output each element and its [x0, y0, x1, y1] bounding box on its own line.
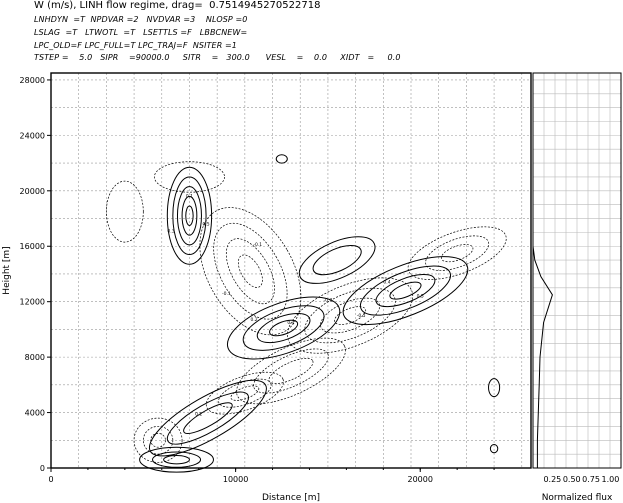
x-axis-label: Distance [m]: [262, 493, 320, 503]
contour-positive: [375, 274, 436, 308]
flux-profile-line: [532, 73, 553, 468]
contour-label: 0.4: [287, 320, 294, 326]
contour-positive: [166, 391, 249, 445]
grid-lines: [51, 73, 621, 468]
contour-negative: [106, 180, 144, 243]
contour-negative: [133, 417, 183, 463]
contour-positive: [488, 378, 501, 398]
y-tick-label: 4000: [25, 409, 45, 418]
contour-positive: [163, 455, 190, 465]
contour-positive: [389, 281, 422, 300]
x-tick-label: 20000: [408, 475, 433, 484]
contour-negative: [150, 433, 166, 448]
contour-negative: [334, 306, 367, 325]
y-axis-label: Height [m]: [2, 246, 12, 294]
contour-negative: [253, 348, 329, 394]
contour-positive: [185, 205, 194, 226]
contour-positive: [269, 319, 299, 337]
contour-negative: [237, 254, 263, 288]
side-panel-label: Normalized flux: [542, 493, 613, 503]
param-line-2: LSLAG =T LTWOTL =T LSETTLS =F LBBCNEW=: [34, 28, 248, 37]
contour-positive: [176, 186, 202, 246]
contour-positive: [172, 176, 207, 256]
y-tick-label: 24000: [20, 131, 45, 140]
contour-negative: [320, 297, 380, 334]
contour-negative: [230, 385, 260, 401]
contour-positive: [242, 305, 325, 351]
side-frame: [532, 72, 622, 469]
contour-positive: [298, 236, 376, 284]
contour-positive: [359, 265, 451, 316]
contour-labels: 0.1 0.3 0.5 0.2 0.4 0.4 0.5 -0.1 -0.3 -0.5 0.2 -0.1: [167, 194, 424, 418]
contour-label: -0.3: [324, 298, 333, 304]
axis-ticks: 0 10000 20000 0 4000 8000 12000 16000 20000 24000…: [20, 76, 495, 484]
contour-negative: [213, 222, 288, 320]
param-line-4: TSTEP = 5.0 SIPR =90000.0 SITR = 300.0 V…: [34, 53, 401, 62]
contour-positive: [183, 402, 233, 434]
contour-label: 0.2: [195, 411, 202, 417]
contour-positive: [139, 446, 214, 473]
main-plot-frame: [50, 72, 532, 469]
side-tick-label: 0.25: [543, 475, 561, 484]
contour-label: 0.4: [383, 280, 390, 286]
param-line-1: LNHDYN =T NPDVAR =2 NVDVAR =3 NLOSP =0: [34, 15, 248, 24]
x-tick-label: 0: [48, 475, 53, 484]
side-tick-label: 0.75: [582, 475, 600, 484]
contour-negative: [268, 357, 314, 384]
contour-label: 0.5: [417, 294, 424, 300]
contour-label: -0.1: [222, 291, 231, 297]
contour-negative: [154, 161, 225, 193]
y-tick-label: 8000: [25, 353, 45, 362]
contour-label: 0.1: [186, 194, 193, 200]
contour-positive: [312, 245, 362, 276]
flux-side-panel: 0.25 0.50 0.75 1.00: [532, 72, 622, 484]
contour-negative: [142, 426, 174, 455]
contour-positive: [342, 256, 469, 326]
contour-label: -0.5: [357, 313, 366, 319]
contour-negative: [425, 235, 490, 271]
param-line-3: LPC_OLD=F LPC_FULL=T LPC_TRAJ=F NSITER =…: [34, 41, 237, 50]
contour-negative: [304, 287, 396, 344]
plot-title: W (m/s), LINH flow regime, drag= 0.75149…: [34, 0, 321, 11]
contour-label: 0.3: [167, 228, 174, 234]
contour-negative: [287, 277, 414, 354]
y-tick-label: 20000: [20, 187, 45, 196]
contour-negative: [441, 244, 474, 263]
x-tick-label: 10000: [223, 475, 248, 484]
contour-label: 0.2: [250, 317, 257, 323]
contour-positive: [181, 195, 198, 236]
contour-negative: [407, 226, 507, 280]
contour-lines: [106, 154, 507, 473]
contour-negative: [218, 378, 272, 408]
contour-negative: [225, 238, 275, 305]
contour-positive: [166, 166, 213, 265]
contour-negative: [205, 371, 284, 415]
side-tick-label: 0.50: [563, 475, 581, 484]
contour-positive: [275, 154, 288, 164]
contour-positive: [226, 296, 341, 360]
contour-label: -0.1: [253, 242, 262, 248]
contour-negative: [236, 337, 346, 405]
contour-label: 0.5: [202, 221, 209, 227]
y-tick-label: 12000: [20, 298, 45, 307]
y-tick-label: 28000: [20, 76, 45, 85]
contour-negative: [199, 207, 302, 336]
y-tick-label: 0: [40, 464, 45, 473]
y-tick-label: 16000: [20, 242, 45, 251]
side-tick-label: 1.00: [602, 475, 620, 484]
contour-positive: [489, 443, 499, 454]
